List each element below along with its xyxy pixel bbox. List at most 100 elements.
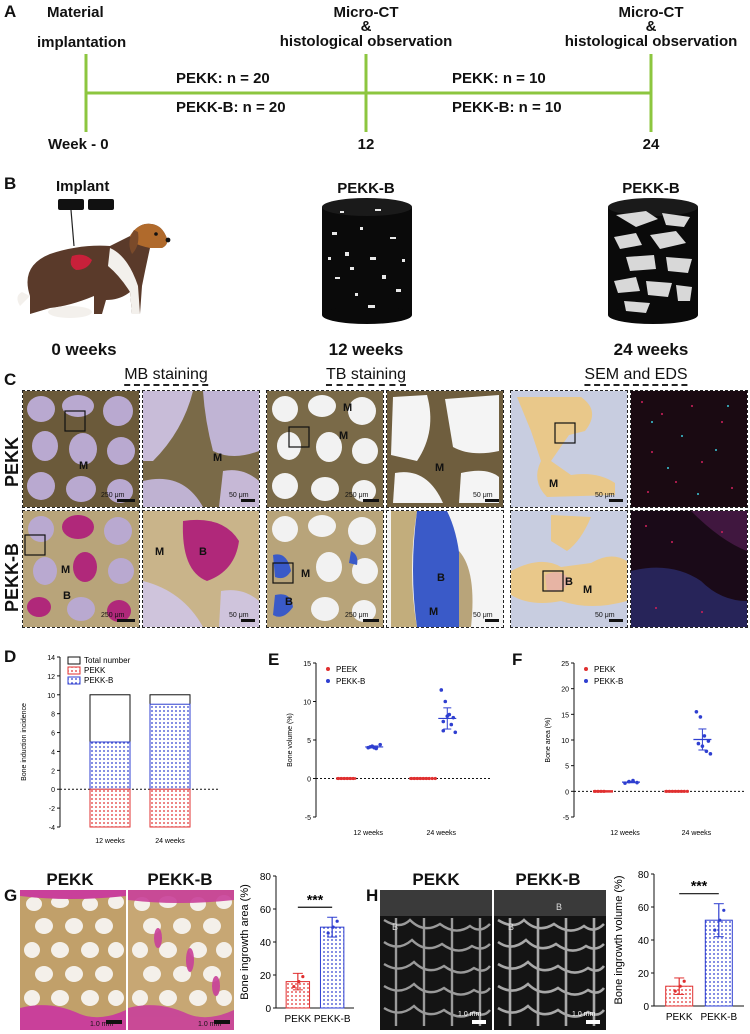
caption-24-weeks: 24 weeks — [613, 340, 689, 359]
ct2-cylinder — [608, 198, 698, 324]
data-point — [718, 918, 722, 922]
y-tick-label: 2 — [51, 768, 55, 775]
svg-text:B: B — [285, 596, 293, 608]
legend-dot — [584, 667, 588, 671]
data-point — [331, 925, 335, 929]
panel-letter-a: A — [4, 2, 17, 21]
y-tick-label: -2 — [49, 806, 55, 813]
dog-illustration — [17, 199, 171, 318]
micrograph-mb-pekk: M 250 μm — [22, 390, 140, 508]
svg-text:M: M — [583, 584, 592, 596]
timeline-label-histology-24: histological observation — [564, 33, 738, 50]
y-tick-label: 15 — [561, 712, 569, 719]
point-blue — [439, 688, 444, 692]
svg-text:1.0 mm: 1.0 mm — [572, 1011, 596, 1018]
legend-label: PEKK — [594, 665, 616, 674]
header-mb-staining: MB staining — [124, 366, 208, 386]
panel-letter-d: D — [4, 647, 17, 666]
h-img1-title: PEKK — [412, 870, 460, 889]
data-point — [297, 980, 301, 984]
point-red — [685, 789, 689, 793]
y-tick-label: 40 — [260, 938, 272, 949]
panel-letter-f: F — [512, 650, 523, 669]
y-axis-label: Bone area (%) — [545, 717, 552, 762]
legend-swatch — [67, 666, 81, 675]
ct2-title: PEKK-B — [622, 180, 680, 197]
data-point — [335, 919, 339, 923]
y-tick-label: 20 — [260, 971, 272, 982]
svg-text:M: M — [429, 606, 438, 618]
bar — [319, 926, 345, 1009]
svg-text:M: M — [61, 564, 70, 576]
x-tick-label: 12 weeks — [95, 838, 125, 845]
y-tick-label: 60 — [638, 903, 650, 914]
micrograph-sem-pekkb: B M 50 μm — [510, 510, 628, 628]
y-tick-label: 40 — [638, 936, 650, 947]
g-img1-title: PEKK — [46, 870, 94, 889]
y-tick-label: 0 — [51, 787, 55, 794]
chart-d: 14 12 10 8 6 4 2 0 -2 -4 Bone induction incidence 1… — [21, 655, 219, 845]
panel-letter-g: G — [4, 886, 18, 905]
svg-text:M: M — [155, 546, 164, 558]
micrograph-tb-pekk-zoom: M 50 μm — [386, 390, 504, 508]
bar-pekk — [149, 788, 191, 828]
histology-g-pekkb: 1.0 mm — [128, 890, 234, 1030]
y-tick-label: -5 — [563, 815, 569, 822]
m-label: M — [79, 460, 88, 472]
y-tick-label: 12 — [47, 674, 55, 681]
legend-label: PEKK-B — [594, 677, 623, 686]
x-tick-label: 24 weeks — [155, 838, 185, 845]
legend-dot — [326, 667, 330, 671]
y-tick-label: 4 — [51, 749, 55, 756]
point-blue — [441, 719, 446, 724]
micrograph-mb-pekk-zoom: M 50 μm — [142, 390, 260, 508]
svg-text:50 μm: 50 μm — [229, 492, 249, 499]
legend-swatch — [67, 656, 81, 665]
svg-text:B: B — [63, 590, 71, 602]
timeline-label-implantation: implantation — [37, 34, 127, 51]
y-tick-label: 20 — [561, 687, 569, 694]
timeline-label-amp-12: & — [360, 18, 372, 35]
svg-text:B: B — [392, 922, 398, 932]
y-tick-label: 80 — [260, 872, 272, 883]
y-tick-label: 10 — [561, 738, 569, 745]
chart-h: 80 60 40 20 0 Bone ingrowth volume (%) PEKK PEK… — [613, 870, 744, 1023]
micrograph-tb-pekk: M M 250 μm — [266, 390, 384, 508]
data-point — [326, 931, 330, 935]
x-tick-label: 24 weeks — [426, 830, 456, 837]
y-tick-label: 8 — [51, 712, 55, 719]
svg-text:1.0 mm: 1.0 mm — [198, 1021, 222, 1028]
point-red — [433, 776, 437, 781]
micrograph-mb-pekkb: M B 250 μm — [22, 510, 140, 628]
y-tick-label: 0 — [307, 777, 311, 784]
implant-label: Implant — [56, 178, 110, 195]
svg-text:1.0 mm: 1.0 mm — [458, 1011, 482, 1018]
y-tick-label: 15 — [303, 661, 311, 668]
svg-text:B: B — [565, 576, 573, 588]
svg-text:M: M — [301, 568, 310, 580]
timeline-week0: Week - 0 — [48, 136, 109, 153]
panel-letter-e: E — [268, 650, 280, 669]
svg-text:M: M — [213, 452, 222, 464]
timeline-label-microct-24: Micro-CT — [618, 4, 684, 21]
microct-h-pekkb: B B 1.0 mm — [494, 890, 606, 1030]
point-blue — [702, 734, 707, 738]
y-axis-label: Bone ingrowth area (%) — [239, 884, 251, 1000]
svg-text:1.0 mm: 1.0 mm — [90, 1021, 114, 1028]
data-point — [722, 908, 726, 912]
svg-text:250 μm: 250 μm — [345, 492, 369, 499]
svg-text:50 μm: 50 μm — [595, 492, 615, 499]
eds-map-pekkb — [630, 510, 748, 628]
svg-text:250 μm: 250 μm — [101, 492, 125, 499]
panel-letter-c: C — [4, 370, 17, 389]
y-tick-label: 14 — [47, 655, 55, 662]
sig-stars: *** — [691, 878, 708, 894]
timeline-seg1-pekkb: PEKK-B: n = 20 — [176, 99, 286, 116]
header-tb-staining: TB staining — [325, 366, 407, 386]
svg-text:B: B — [508, 922, 514, 932]
timeline-week12: 12 — [357, 136, 375, 153]
point-blue — [443, 699, 448, 704]
y-tick-label: 25 — [561, 661, 569, 668]
svg-text:50 μm: 50 μm — [229, 612, 249, 619]
y-axis-label: Bone volume (%) — [287, 713, 294, 767]
